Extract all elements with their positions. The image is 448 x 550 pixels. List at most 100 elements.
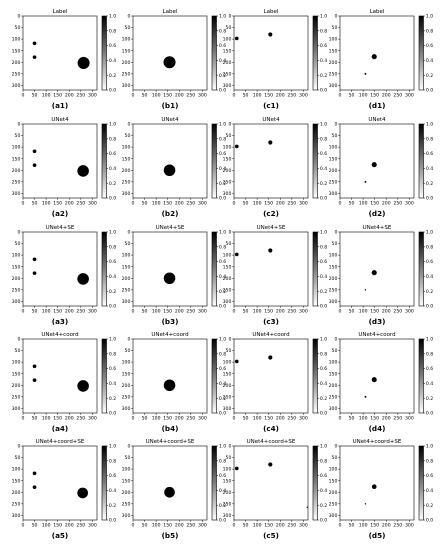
y-tick-label: 300 (122, 406, 131, 412)
colorbar-tick-label: 0.4 (219, 488, 226, 494)
y-tick-label: 150 (12, 156, 21, 162)
x-tick-label: 150 (370, 523, 379, 529)
y-tick-label: 250 (12, 287, 21, 293)
colorbar (313, 339, 318, 413)
colorbar-frame (418, 15, 424, 91)
y-tick-label: 200 (12, 60, 21, 66)
mask-blob (371, 162, 377, 168)
mask-blob (163, 164, 176, 177)
x-tick-label: 150 (53, 93, 62, 99)
y-tick-label: 0 (127, 122, 130, 128)
y-tick-label: 0 (17, 14, 20, 20)
y-tick-label: 300 (12, 406, 21, 412)
y-tick-label: 50 (15, 455, 21, 461)
mask-blob (364, 289, 367, 291)
y-tick-label: 50 (226, 241, 232, 247)
y-tick-label: 100 (329, 253, 338, 259)
x-tick-label: 250 (186, 93, 195, 99)
y-tick-label: 250 (329, 501, 338, 507)
y-tick-label: 150 (12, 264, 21, 270)
y-tick-label: 250 (12, 71, 21, 77)
image-background (340, 446, 414, 520)
colorbar-tick-label: 0.2 (109, 396, 116, 402)
colorbar-tick-label: 0.8 (320, 136, 327, 142)
axes-frame (22, 338, 98, 414)
x-tick-label: 200 (276, 416, 285, 422)
colorbar-frame (211, 338, 217, 414)
x-tick-label: 250 (76, 523, 85, 529)
mask-blob (371, 54, 377, 60)
y-tick-label: 300 (223, 299, 232, 305)
colorbar-frame (101, 445, 107, 521)
y-tick-label: 200 (223, 168, 232, 174)
x-tick-label: 300 (405, 309, 414, 315)
x-tick-label: 50 (243, 309, 249, 315)
image-background (340, 339, 414, 413)
mask-blob (234, 252, 239, 257)
image-background (133, 339, 207, 413)
colorbar-tick-label: 0.6 (426, 151, 433, 157)
y-tick-label: 50 (15, 348, 21, 354)
y-tick-label: 50 (15, 25, 21, 31)
x-tick-label: 300 (198, 523, 207, 529)
x-tick-label: 300 (299, 201, 308, 207)
colorbar-tick-label: 0.4 (109, 274, 116, 280)
y-tick-label: 250 (223, 501, 232, 507)
x-tick-label: 150 (370, 416, 379, 422)
x-tick-label: 200 (276, 523, 285, 529)
colorbar-tick-label: 0.4 (320, 58, 327, 64)
image-background (340, 16, 414, 90)
colorbar-tick-label: 0.4 (219, 166, 226, 172)
colorbar-tick-label: 0.4 (426, 166, 433, 172)
panel-caption: (c4) (263, 424, 279, 433)
x-tick-label: 50 (243, 416, 249, 422)
panel-caption: (a2) (52, 209, 68, 218)
x-tick-label: 250 (76, 201, 85, 207)
colorbar (313, 124, 318, 198)
colorbar-tick-label: 0.2 (320, 181, 327, 187)
x-tick-label: 100 (42, 523, 51, 529)
colorbar-tick-label: 0.2 (219, 289, 226, 295)
mask-blob (77, 273, 89, 285)
x-tick-label: 300 (198, 309, 207, 315)
x-tick-label: 300 (299, 523, 308, 529)
colorbar-tick-label: 0.8 (219, 136, 226, 142)
colorbar-tick-label: 0.0 (219, 411, 226, 417)
y-tick-label: 250 (122, 501, 131, 507)
mask-blob (268, 355, 273, 360)
colorbar-tick-label: 0.4 (426, 274, 433, 280)
colorbar-tick-label: 0.0 (109, 518, 116, 524)
x-tick-label: 100 (42, 309, 51, 315)
colorbar-tick-label: 1.0 (219, 444, 226, 450)
y-tick-label: 50 (226, 348, 232, 354)
x-tick-label: 50 (142, 309, 148, 315)
colorbar-tick-label: 0.6 (426, 43, 433, 49)
colorbar-tick-label: 0.8 (426, 28, 433, 34)
x-tick-label: 0 (132, 93, 135, 99)
y-tick-label: 250 (223, 71, 232, 77)
x-tick-label: 300 (299, 416, 308, 422)
panel-caption: (b3) (162, 317, 179, 326)
y-tick-label: 300 (329, 191, 338, 197)
colorbar-tick-label: 0.2 (320, 289, 327, 295)
mask-blob (77, 56, 90, 69)
colorbar-tick-label: 0.2 (109, 181, 116, 187)
axes-frame (22, 15, 98, 91)
panel-caption: (b4) (162, 424, 179, 433)
y-tick-label: 100 (223, 467, 232, 473)
x-tick-label: 50 (32, 416, 38, 422)
x-tick-label: 50 (349, 416, 355, 422)
mask-blob (371, 377, 377, 383)
mask-blob (234, 36, 239, 41)
x-tick-label: 300 (198, 201, 207, 207)
colorbar (419, 339, 424, 413)
colorbar-tick-label: 0.8 (109, 351, 116, 357)
colorbar-tick-label: 0.6 (320, 259, 327, 265)
colorbar-tick-label: 0.8 (109, 458, 116, 464)
x-tick-label: 300 (299, 309, 308, 315)
y-tick-label: 200 (122, 168, 131, 174)
image-background (23, 339, 97, 413)
colorbar-tick-label: 0.8 (426, 458, 433, 464)
